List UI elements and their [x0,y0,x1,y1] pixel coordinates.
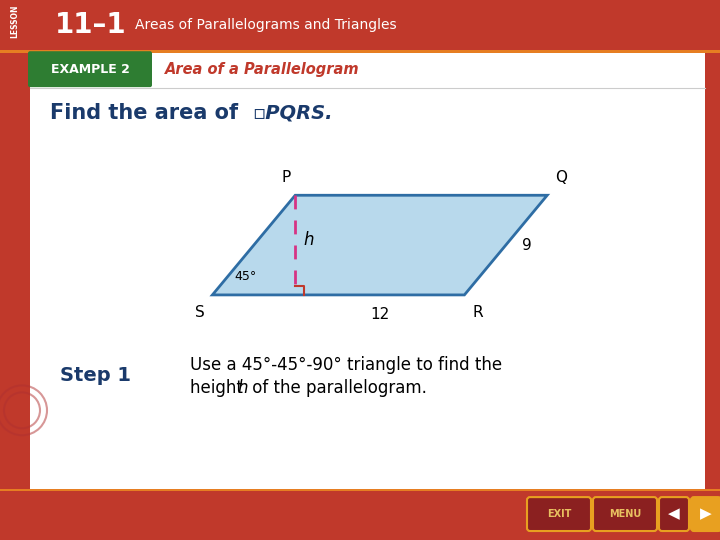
Bar [0,490,720,540]
Text: Step 1: Step 1 [60,366,131,385]
Text: ▫PQRS.: ▫PQRS. [252,104,333,123]
FancyBboxPatch shape [691,497,720,531]
Text: height: height [190,380,248,397]
Text: h: h [303,231,314,249]
Polygon shape [705,51,720,490]
Text: Area of a Parallelogram: Area of a Parallelogram [165,62,359,77]
Polygon shape [212,195,547,295]
Text: Find the area of: Find the area of [50,103,238,123]
Text: P: P [282,170,291,185]
Text: Q: Q [555,170,567,185]
Text: ◀: ◀ [668,507,680,522]
FancyBboxPatch shape [30,51,705,490]
Text: R: R [472,305,483,320]
FancyBboxPatch shape [527,497,591,531]
Text: S: S [194,305,204,320]
Text: 9: 9 [522,238,531,253]
Text: 11–1: 11–1 [55,11,127,39]
FancyBboxPatch shape [593,497,657,531]
Bar [0,489,720,491]
Text: h: h [237,380,248,397]
Text: ▶: ▶ [700,507,712,522]
Bar [0,50,720,53]
FancyBboxPatch shape [659,497,689,531]
Text: EXIT: EXIT [546,509,571,519]
Text: of the parallelogram.: of the parallelogram. [247,380,427,397]
Text: MENU: MENU [609,509,641,519]
Text: LESSON: LESSON [11,4,19,38]
Text: 12: 12 [370,307,390,322]
Text: 45°: 45° [235,270,256,283]
Text: EXAMPLE 2: EXAMPLE 2 [50,63,130,76]
Text: Areas of Parallelograms and Triangles: Areas of Parallelograms and Triangles [135,18,397,32]
Bar [0,2,720,51]
Text: Use a 45°-45°-90° triangle to find the: Use a 45°-45°-90° triangle to find the [190,356,502,374]
Polygon shape [0,51,30,490]
FancyBboxPatch shape [28,51,152,87]
